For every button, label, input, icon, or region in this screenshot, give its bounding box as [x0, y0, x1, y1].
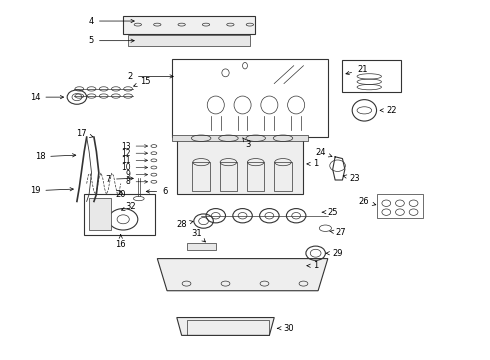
Polygon shape [123, 16, 255, 33]
Bar [274, 162, 292, 191]
Text: 30: 30 [277, 324, 294, 333]
Bar [172, 59, 328, 137]
Text: 3: 3 [243, 138, 250, 149]
Text: 1: 1 [307, 261, 318, 270]
Text: 11: 11 [121, 156, 147, 165]
Bar [84, 194, 155, 235]
Text: 13: 13 [121, 141, 147, 150]
Text: 31: 31 [191, 229, 205, 242]
Text: 26: 26 [359, 197, 376, 206]
Bar [376, 194, 423, 217]
Bar [343, 60, 401, 93]
Text: 9: 9 [125, 170, 147, 179]
Polygon shape [157, 258, 328, 291]
Text: 5: 5 [89, 36, 134, 45]
Text: 24: 24 [315, 148, 332, 157]
Text: 21: 21 [346, 66, 368, 75]
Text: 7: 7 [106, 175, 133, 184]
Text: 1: 1 [307, 159, 318, 168]
Bar [187, 320, 270, 335]
Polygon shape [177, 137, 303, 194]
Polygon shape [177, 318, 274, 336]
Text: 25: 25 [322, 208, 338, 217]
Text: 16: 16 [116, 234, 126, 249]
Polygon shape [89, 198, 111, 230]
Text: 28: 28 [176, 220, 193, 229]
Text: 8: 8 [126, 177, 147, 186]
Text: 18: 18 [35, 152, 76, 161]
Text: 29: 29 [326, 249, 343, 258]
Text: 10: 10 [121, 163, 147, 172]
Text: 22: 22 [380, 106, 397, 115]
Bar [247, 162, 265, 191]
Text: 6: 6 [146, 187, 168, 196]
Polygon shape [172, 135, 308, 141]
Text: 15: 15 [134, 77, 151, 86]
Polygon shape [187, 243, 216, 249]
Text: 20: 20 [116, 190, 126, 199]
Text: 17: 17 [76, 129, 93, 138]
Text: 2: 2 [128, 72, 173, 81]
Text: 12: 12 [121, 149, 147, 158]
Text: 4: 4 [89, 17, 134, 26]
Bar [220, 162, 237, 191]
Text: 19: 19 [30, 186, 74, 195]
Polygon shape [128, 35, 250, 46]
Text: 23: 23 [343, 174, 360, 183]
Text: 14: 14 [30, 93, 64, 102]
Text: 27: 27 [330, 228, 346, 237]
Bar [193, 162, 210, 191]
Text: 32: 32 [122, 202, 136, 211]
